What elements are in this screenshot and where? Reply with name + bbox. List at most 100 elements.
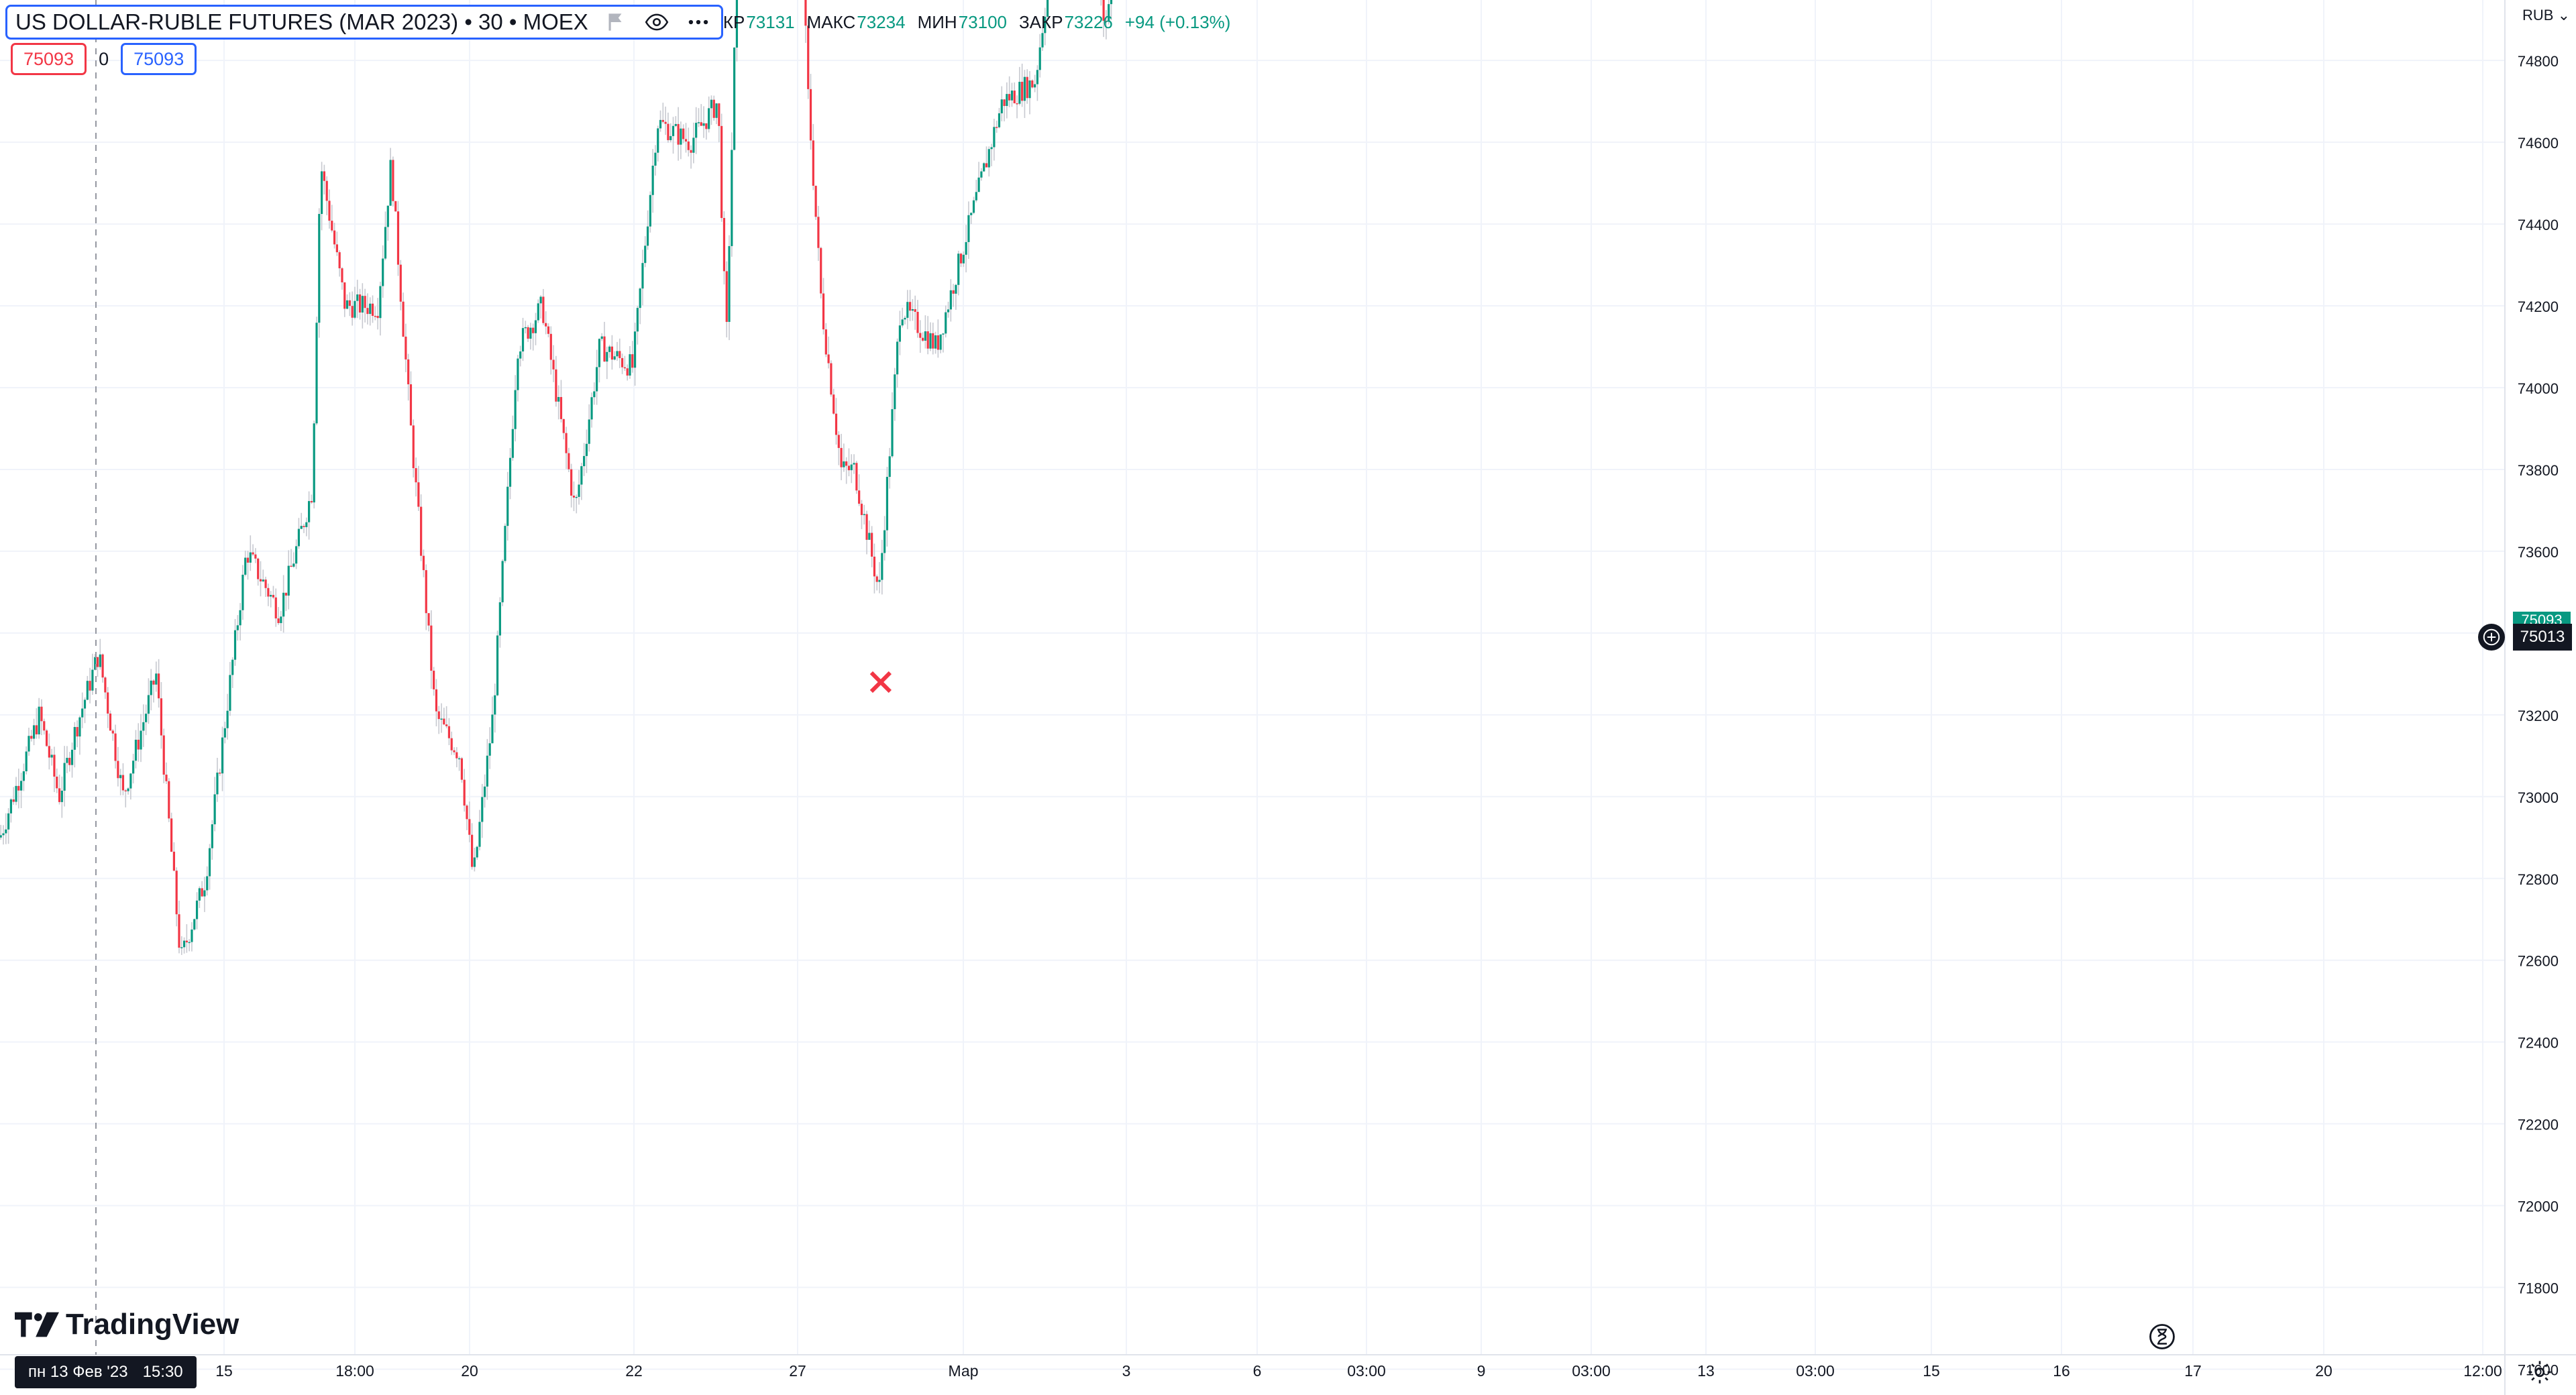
candle-body	[514, 390, 517, 429]
candle-body	[25, 751, 28, 772]
candle-body	[101, 654, 104, 678]
candle-body	[417, 482, 420, 507]
candle-body	[496, 635, 499, 695]
candle-body	[572, 496, 576, 498]
candle-body	[657, 128, 659, 153]
candle-body	[259, 579, 262, 581]
candle-body	[463, 779, 466, 806]
time-tick-label: 03:00	[1572, 1362, 1611, 1380]
candle-body	[137, 739, 140, 750]
candle-body	[735, 0, 739, 48]
candle-body	[371, 303, 374, 316]
candle-body	[527, 327, 529, 339]
candle-body	[987, 149, 990, 168]
sell-button[interactable]: 75093	[11, 43, 87, 75]
candle-body	[78, 717, 81, 737]
candle-body	[22, 771, 25, 781]
candle-body	[458, 758, 461, 760]
candle-body	[422, 555, 425, 571]
candle-body	[195, 900, 199, 919]
candle-body	[585, 443, 588, 456]
candle-body	[45, 730, 48, 746]
price-tick-label: 74800	[2518, 53, 2559, 70]
candle-body	[855, 463, 858, 491]
candle-body	[649, 194, 651, 227]
candle-body	[980, 171, 983, 178]
candle-body	[402, 301, 405, 337]
candle-body	[48, 746, 50, 758]
candle-body	[947, 309, 950, 313]
candle-body	[191, 929, 193, 942]
open-value: 73131	[746, 11, 795, 32]
buy-button[interactable]: 75093	[121, 43, 197, 75]
gear-icon[interactable]	[2526, 1359, 2553, 1386]
candle-body	[537, 303, 539, 321]
candle-body	[445, 724, 448, 726]
high-value: 73234	[857, 11, 906, 32]
candle-body	[252, 552, 254, 555]
candle-body	[389, 160, 392, 206]
candle-body	[1018, 81, 1021, 104]
trade-buttons: 75093 0 75093	[11, 43, 197, 75]
candle-body	[506, 486, 509, 526]
candle-body	[267, 588, 270, 597]
candle-body	[845, 461, 848, 466]
candle-body	[257, 558, 260, 579]
candle-body	[450, 738, 453, 750]
eye-icon[interactable]	[642, 9, 672, 36]
candle-body	[28, 736, 30, 752]
candle-body	[654, 152, 657, 166]
flag-icon[interactable]	[600, 9, 630, 36]
candle-body	[221, 737, 224, 774]
candle-body	[583, 455, 586, 467]
candle-body	[134, 739, 138, 761]
candle-body	[909, 302, 912, 311]
candle-body	[888, 456, 891, 478]
candle-body	[206, 876, 209, 891]
crosshair-time: 15:30	[142, 1363, 183, 1381]
candle-body	[437, 711, 440, 720]
candle-body	[117, 761, 119, 779]
more-icon[interactable]	[684, 9, 713, 36]
candle-body	[129, 773, 132, 789]
candle-body	[559, 396, 563, 419]
candle-body	[70, 749, 74, 765]
candle-body	[873, 556, 876, 577]
candle-body	[932, 333, 934, 349]
candle-body	[386, 205, 389, 227]
candle-body	[731, 150, 733, 246]
symbol-legend-box[interactable]: US DOLLAR-RUBLE FUTURES (MAR 2023) • 30 …	[5, 5, 723, 40]
candle-body	[885, 477, 889, 531]
candle-body	[534, 320, 537, 333]
candle-body	[1016, 103, 1018, 105]
candle-body	[244, 557, 247, 575]
plus-icon[interactable]	[2478, 624, 2505, 651]
candle-body	[280, 616, 282, 624]
candle-body	[83, 700, 87, 709]
candle-body	[282, 592, 285, 617]
currency-selector[interactable]: RUB ⌄	[2522, 7, 2570, 24]
candle-body	[223, 728, 226, 738]
symbol-title[interactable]: US DOLLAR-RUBLE FUTURES (MAR 2023) • 30 …	[15, 9, 588, 34]
candle-body	[914, 309, 916, 312]
candle-body	[603, 336, 606, 362]
price-tick-label: 72000	[2518, 1198, 2559, 1215]
candle-body	[478, 822, 481, 847]
candle-body	[1034, 84, 1036, 88]
candle-body	[519, 351, 522, 359]
candle-body	[356, 294, 359, 301]
chart-grid	[0, 0, 2505, 1370]
candle-body	[970, 213, 973, 215]
candle-body	[1046, 0, 1049, 17]
time-tick-label: 18:00	[335, 1362, 374, 1380]
candle-body	[284, 592, 288, 596]
candle-body	[297, 528, 301, 547]
time-tick-label: 15	[215, 1362, 233, 1380]
candle-body	[626, 368, 629, 376]
candle-body	[109, 713, 112, 731]
candle-body	[684, 139, 688, 142]
candle-body	[715, 103, 718, 118]
hourglass-icon[interactable]	[2148, 1323, 2176, 1351]
